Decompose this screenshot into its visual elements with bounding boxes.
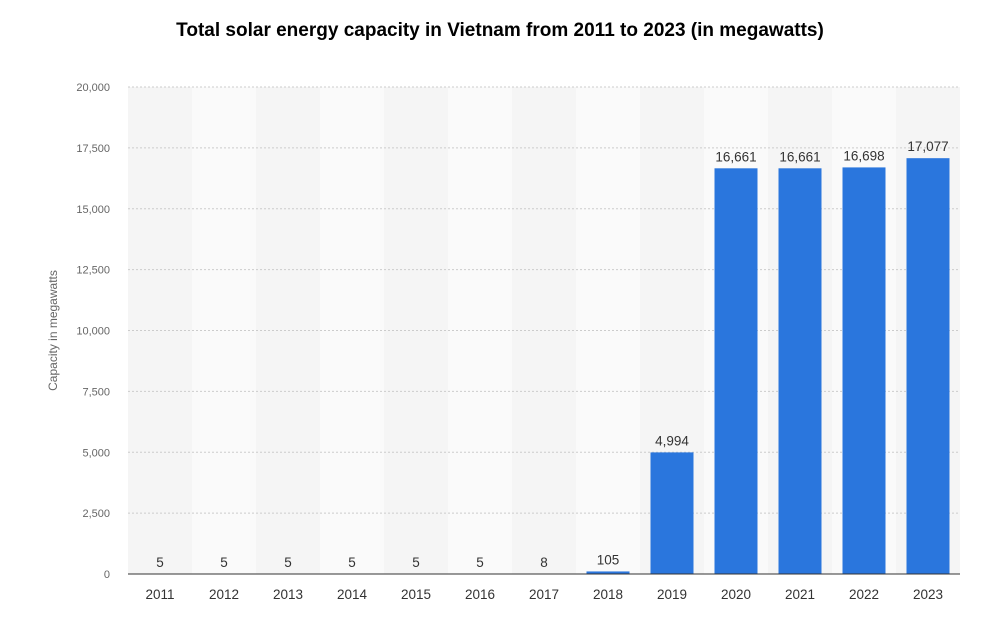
bar <box>586 571 630 574</box>
y-tick-label: 17,500 <box>76 143 110 155</box>
x-tick-label: 2017 <box>529 587 559 602</box>
data-label: 5 <box>284 555 292 570</box>
x-tick-label: 2018 <box>593 587 623 602</box>
x-tick-label: 2015 <box>401 587 431 602</box>
x-tick-label: 2014 <box>337 587 368 602</box>
x-axis-ticks: 2011 2012 2013 2014 2015 2016 2017 2018 2019 2020… <box>145 587 943 602</box>
y-tick-label: 15,000 <box>76 204 110 216</box>
y-tick-label: 2,500 <box>82 508 110 520</box>
bar <box>714 168 758 574</box>
data-label: 5 <box>156 555 164 570</box>
bar <box>842 167 886 575</box>
x-tick-label: 2019 <box>657 587 687 602</box>
data-label: 16,661 <box>715 149 756 164</box>
y-tick-label: 10,000 <box>76 326 110 338</box>
y-axis-ticks: 0 2,500 5,000 7,500 10,000 12,500 15,000 17,500… <box>76 82 110 581</box>
bars <box>138 158 950 575</box>
data-label: 5 <box>348 555 356 570</box>
x-tick-label: 2022 <box>849 587 879 602</box>
y-tick-label: 20,000 <box>76 82 110 94</box>
data-label: 5 <box>220 555 228 570</box>
y-tick-label: 5,000 <box>82 447 110 459</box>
y-tick-label: 7,500 <box>82 386 110 398</box>
bar <box>906 158 950 574</box>
data-label: 16,698 <box>843 148 884 163</box>
y-axis-label: Capacity in megawatts <box>46 270 60 391</box>
data-label: 105 <box>597 552 620 567</box>
data-labels: 5 5 5 5 5 5 8 105 4,994 16,661 16,661 16,698 17,077 <box>156 139 948 570</box>
x-tick-label: 2011 <box>145 587 174 602</box>
chart-title: Total solar energy capacity in Vietnam f… <box>176 20 824 41</box>
x-tick-label: 2016 <box>465 587 495 602</box>
x-tick-label: 2013 <box>273 587 303 602</box>
data-label: 16,661 <box>779 149 820 164</box>
data-label: 5 <box>412 555 420 570</box>
data-label: 17,077 <box>907 139 948 154</box>
y-tick-label: 12,500 <box>76 265 110 277</box>
bar <box>778 168 822 574</box>
data-label: 4,994 <box>655 433 689 448</box>
y-tick-label: 0 <box>104 569 110 581</box>
data-label: 8 <box>540 555 548 570</box>
bar <box>650 452 694 574</box>
x-tick-label: 2020 <box>721 587 751 602</box>
x-tick-label: 2012 <box>209 587 239 602</box>
x-tick-label: 2023 <box>913 587 943 602</box>
x-tick-label: 2021 <box>785 587 815 602</box>
data-label: 5 <box>476 555 484 570</box>
